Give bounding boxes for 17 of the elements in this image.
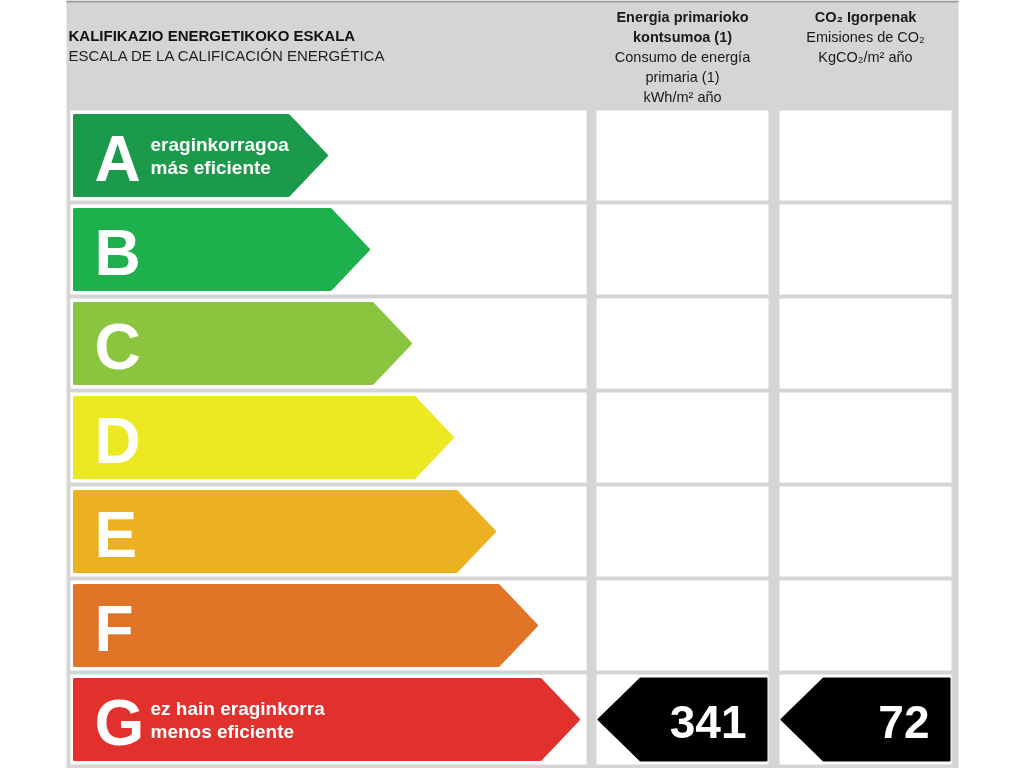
category-label: F bbox=[94, 592, 134, 665]
text: CO₂ Igorpenak Emisiones de CO₂ KgCO₂/m² año bbox=[806, 8, 925, 65]
text: KALIFIKAZIO ENERGETIKOKO ESKALA bbox=[68, 27, 356, 44]
text: Energia primarioko kontsumoa (1) Consumo de energía primaria (1) kWh/m² año bbox=[614, 8, 752, 105]
category-label: E bbox=[94, 498, 138, 571]
text: eraginkorragoa bbox=[150, 133, 289, 155]
category-label: G bbox=[94, 686, 145, 759]
category-label: D bbox=[94, 404, 141, 477]
data-label: 72 bbox=[878, 695, 930, 748]
text: ESCALA DE LA CALIFICACIÓN ENERGÉTICA bbox=[68, 47, 385, 64]
text: ez hain eraginkorra bbox=[150, 697, 325, 719]
data-label: 341 bbox=[669, 695, 747, 748]
category-label: A bbox=[94, 122, 141, 195]
category-label: C bbox=[94, 310, 141, 383]
text: más eficiente bbox=[150, 156, 271, 178]
category-label: B bbox=[94, 216, 141, 289]
text: menos eficiente bbox=[150, 720, 295, 742]
